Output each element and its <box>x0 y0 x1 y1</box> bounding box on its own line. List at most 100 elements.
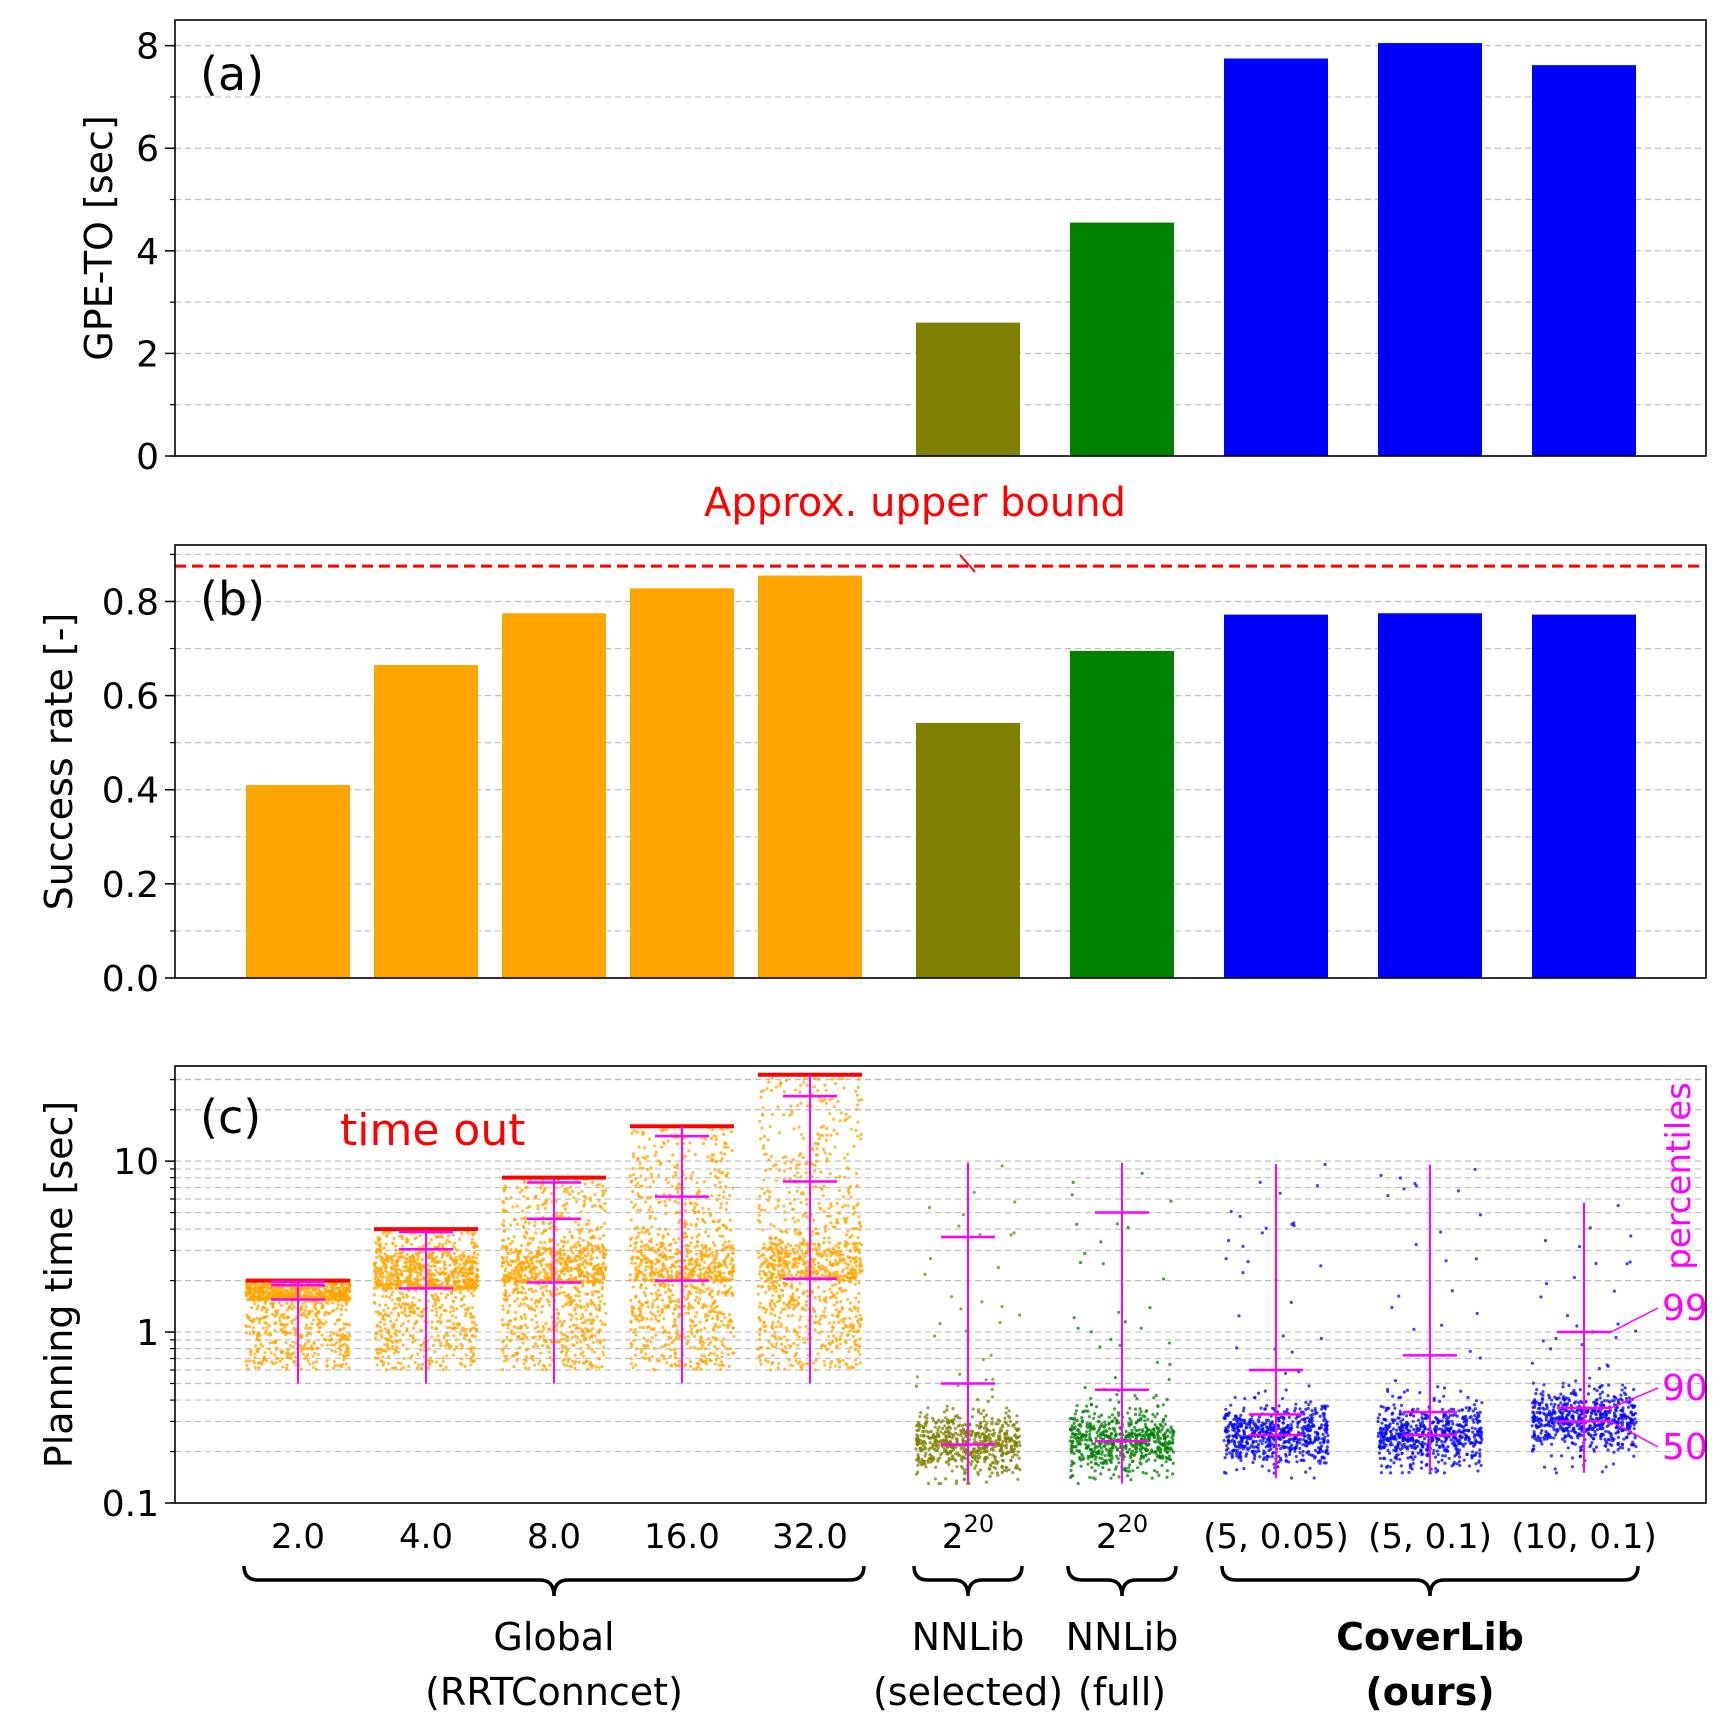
point <box>451 1233 455 1237</box>
bar <box>630 588 734 978</box>
point <box>342 1322 346 1326</box>
point <box>721 1243 725 1247</box>
point <box>298 1333 302 1337</box>
point <box>410 1282 414 1286</box>
point <box>249 1283 253 1287</box>
point <box>637 1231 641 1235</box>
point <box>541 1293 546 1297</box>
point <box>701 1305 705 1309</box>
point <box>703 1326 707 1330</box>
point <box>817 1201 821 1206</box>
point <box>531 1238 535 1242</box>
point <box>543 1202 547 1206</box>
point <box>594 1272 598 1276</box>
point <box>719 1264 724 1268</box>
point <box>394 1328 398 1332</box>
point <box>453 1325 457 1330</box>
point <box>573 1366 577 1370</box>
point <box>432 1273 436 1277</box>
point <box>579 1271 584 1275</box>
point <box>696 1192 700 1196</box>
point <box>667 1283 671 1287</box>
point <box>471 1354 476 1358</box>
point <box>589 1298 593 1302</box>
point <box>663 1227 667 1231</box>
point <box>692 1285 696 1289</box>
point <box>328 1334 332 1338</box>
point <box>514 1310 518 1314</box>
point <box>271 1340 275 1344</box>
point <box>585 1254 589 1258</box>
point <box>686 1267 690 1271</box>
point <box>648 1185 652 1189</box>
point <box>249 1288 253 1292</box>
point <box>856 1103 860 1107</box>
point <box>587 1218 591 1223</box>
point <box>325 1343 330 1347</box>
point <box>782 1090 787 1094</box>
point <box>639 1244 643 1249</box>
point <box>419 1273 423 1277</box>
point <box>791 1158 795 1162</box>
point <box>664 1211 668 1216</box>
upper-bound-pointer <box>959 554 976 573</box>
point <box>502 1292 507 1296</box>
bar <box>246 785 350 978</box>
point <box>785 1328 789 1333</box>
plot-frame <box>174 544 1707 979</box>
point <box>523 1334 527 1339</box>
point <box>348 1282 352 1286</box>
point <box>433 1303 438 1307</box>
point <box>393 1244 398 1248</box>
point <box>317 1330 321 1334</box>
point <box>671 1264 675 1268</box>
point <box>599 1268 604 1272</box>
point <box>435 1278 440 1282</box>
point <box>663 1329 667 1333</box>
point <box>630 1309 634 1314</box>
point <box>600 1243 605 1247</box>
point <box>381 1355 385 1359</box>
point <box>537 1362 541 1366</box>
point <box>291 1293 295 1297</box>
point <box>269 1286 273 1290</box>
point <box>816 1261 821 1265</box>
point <box>594 1307 598 1311</box>
point <box>467 1267 471 1272</box>
point <box>523 1273 527 1278</box>
point <box>463 1364 467 1369</box>
point <box>557 1274 561 1278</box>
point <box>632 1338 636 1343</box>
point <box>458 1237 462 1241</box>
point <box>727 1364 731 1368</box>
point <box>583 1248 587 1253</box>
point <box>456 1287 461 1291</box>
point <box>716 1176 720 1180</box>
point <box>769 1312 773 1316</box>
point <box>661 1325 665 1330</box>
point <box>533 1278 537 1282</box>
point <box>540 1329 544 1334</box>
point <box>265 1359 269 1363</box>
point <box>570 1277 574 1281</box>
point <box>651 1367 655 1371</box>
point <box>377 1312 381 1316</box>
point <box>468 1315 473 1319</box>
point <box>340 1297 344 1301</box>
point <box>436 1299 440 1303</box>
point <box>685 1247 689 1252</box>
point <box>628 1174 632 1178</box>
point <box>440 1284 444 1288</box>
point <box>446 1333 450 1337</box>
point <box>389 1311 393 1315</box>
point <box>464 1311 468 1316</box>
point <box>640 1258 644 1262</box>
point <box>635 1130 639 1134</box>
point <box>261 1297 265 1301</box>
point <box>720 1351 724 1355</box>
point <box>524 1230 528 1234</box>
point <box>339 1313 343 1317</box>
point <box>508 1275 512 1280</box>
point <box>663 1285 667 1289</box>
point <box>799 1200 803 1205</box>
